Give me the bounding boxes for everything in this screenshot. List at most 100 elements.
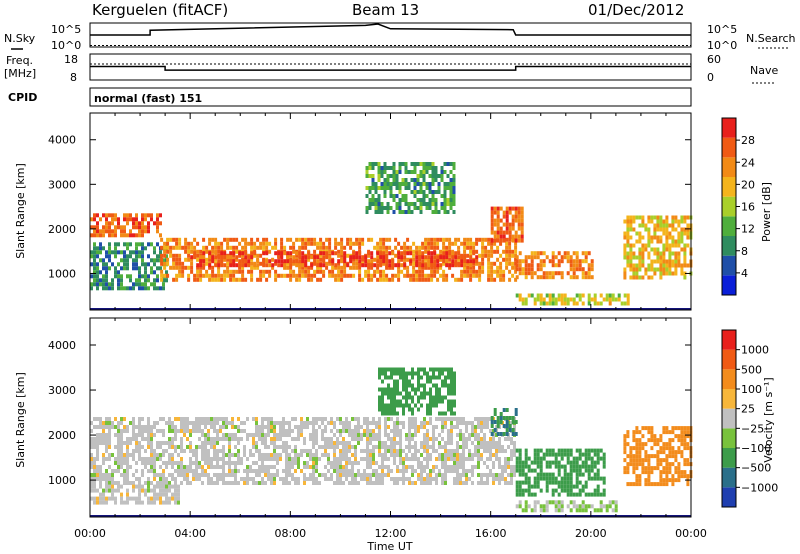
time-tick-label: 20:00 bbox=[575, 527, 607, 540]
freq-tick-top: 18 bbox=[64, 53, 78, 66]
velocity-map bbox=[90, 367, 693, 517]
range-tick-label: 4000 bbox=[48, 339, 76, 352]
scatter-region-9 bbox=[623, 215, 693, 280]
scatter-region-5 bbox=[365, 162, 456, 214]
velocity-time-ticks bbox=[89, 318, 692, 517]
nave-tick-bottom: 0 bbox=[707, 71, 714, 84]
colorbar-tick-label: 100 bbox=[741, 383, 762, 396]
colorbar-tick-label: 25 bbox=[741, 403, 755, 416]
colorbar-frame bbox=[721, 329, 737, 508]
colorbar-swatch bbox=[722, 177, 736, 197]
freq-unit-label: [MHz] bbox=[4, 67, 36, 80]
colorbar-tick-label: 500 bbox=[741, 363, 762, 376]
colorbar-swatch bbox=[722, 448, 736, 468]
colorbar-tick-label: −100 bbox=[741, 442, 771, 455]
colorbar-swatch bbox=[722, 255, 736, 276]
colorbar-swatch bbox=[722, 408, 736, 429]
colorbar-tick-label: 28 bbox=[741, 134, 755, 147]
colorbar-tick-label: 4 bbox=[741, 267, 748, 280]
cpid-value: normal (fast) 151 bbox=[94, 92, 202, 105]
scatter-region-1 bbox=[90, 213, 162, 238]
time-tick-label: 08:00 bbox=[274, 527, 306, 540]
scatter-region-3 bbox=[378, 367, 456, 416]
velocity-colorbar-label: Velocity [m s⁻¹] bbox=[762, 377, 775, 462]
colorbar-tick-label: 12 bbox=[741, 223, 755, 236]
nsky-tick-top: 10^5 bbox=[51, 23, 81, 36]
colorbar-swatch bbox=[722, 428, 736, 448]
colorbar-swatch bbox=[722, 467, 736, 488]
colorbar-tick-label: 16 bbox=[741, 201, 755, 214]
nsky-label: N.Sky bbox=[4, 32, 36, 45]
power-time-ticks bbox=[89, 113, 692, 310]
velocity-range-axis-label: Slant Range [km] bbox=[14, 372, 27, 468]
freq-tick-bottom: 8 bbox=[70, 71, 77, 84]
cpid-label: CPID bbox=[8, 91, 37, 104]
range-tick-label: 4000 bbox=[48, 134, 76, 147]
velocity-range-ticks: 1000 2000 3000 4000 bbox=[48, 339, 691, 487]
cpid-panel bbox=[89, 87, 692, 107]
nsearch-label: N.Search bbox=[746, 32, 796, 45]
scatter-region-2 bbox=[90, 484, 180, 505]
colorbar-swatch bbox=[722, 275, 736, 295]
time-axis-label: Time UT bbox=[366, 540, 412, 553]
freq-series bbox=[90, 63, 691, 71]
colorbar-swatch bbox=[722, 330, 736, 350]
scatter-region-4 bbox=[190, 251, 479, 268]
colorbar-tick-label: 24 bbox=[741, 156, 755, 169]
scatter-region-2 bbox=[90, 242, 168, 291]
colorbar-swatch bbox=[722, 236, 736, 256]
power-range-axis-label: Slant Range [km] bbox=[14, 163, 27, 259]
colorbar-swatch bbox=[722, 369, 736, 389]
range-tick-label: 2000 bbox=[48, 223, 76, 236]
scatter-region-4 bbox=[490, 408, 518, 436]
colorbar-tick-label: −500 bbox=[741, 462, 771, 475]
colorbar-swatch bbox=[722, 157, 736, 177]
scatter-region-6 bbox=[490, 206, 524, 243]
time-tick-label: 12:00 bbox=[375, 527, 407, 540]
velocity-colorbar: 1000 500 100 25 −25 −100 −500 −1000 bbox=[721, 329, 778, 508]
time-tick-label: 00:00 bbox=[675, 527, 707, 540]
power-colorbar: 4 8 12 16 20 24 28 bbox=[721, 117, 755, 296]
power-range-ticks: 1000 2000 3000 4000 bbox=[48, 134, 691, 280]
beam-title: Beam 13 bbox=[352, 1, 419, 19]
scatter-region-6 bbox=[515, 500, 618, 513]
nave-tick-top: 60 bbox=[707, 53, 721, 66]
scatter-region-1 bbox=[90, 417, 516, 485]
colorbar-swatch bbox=[722, 349, 736, 370]
colorbar-swatch bbox=[722, 118, 736, 138]
scatter-region-5 bbox=[515, 448, 606, 497]
colorbar-tick-label: 1000 bbox=[741, 344, 769, 357]
range-tick-label: 1000 bbox=[48, 474, 76, 487]
date-title: 01/Dec/2012 bbox=[588, 1, 684, 19]
range-tick-label: 3000 bbox=[48, 178, 76, 191]
power-map bbox=[90, 162, 693, 310]
range-tick-label: 2000 bbox=[48, 429, 76, 442]
colorbar-swatch bbox=[722, 487, 736, 507]
time-tick-label: 00:00 bbox=[74, 527, 106, 540]
freq-line bbox=[90, 65, 691, 71]
time-tick-label: 16:00 bbox=[475, 527, 507, 540]
scatter-region-7 bbox=[515, 251, 594, 280]
colorbar-tick-label: 8 bbox=[741, 245, 748, 258]
colorbar-swatch bbox=[722, 389, 736, 409]
colorbar-tick-label: −1000 bbox=[741, 481, 778, 494]
station-title: Kerguelen (fitACF) bbox=[92, 1, 228, 19]
nsearch-tick-bottom: 10^0 bbox=[707, 39, 737, 52]
colorbar-swatch bbox=[722, 137, 736, 158]
colorbar-swatch bbox=[722, 216, 736, 236]
nsky-tick-bottom: 10^0 bbox=[51, 39, 81, 52]
power-colorbar-label: Power [dB] bbox=[760, 182, 773, 242]
nave-label: Nave bbox=[750, 64, 778, 77]
colorbar-tick-label: 20 bbox=[741, 178, 755, 191]
freq-label: Freq. bbox=[6, 54, 33, 67]
time-tick-labels: 00:00 04:00 08:00 12:00 16:00 20:00 00:00 bbox=[74, 527, 707, 540]
range-tick-label: 1000 bbox=[48, 267, 76, 280]
scatter-region-8 bbox=[515, 293, 630, 306]
colorbar-tick-label: −25 bbox=[741, 422, 764, 435]
colorbar-swatch bbox=[722, 196, 736, 217]
range-tick-label: 3000 bbox=[48, 384, 76, 397]
nsky-line bbox=[90, 23, 691, 36]
noise-series bbox=[90, 23, 691, 47]
time-tick-label: 04:00 bbox=[174, 527, 206, 540]
